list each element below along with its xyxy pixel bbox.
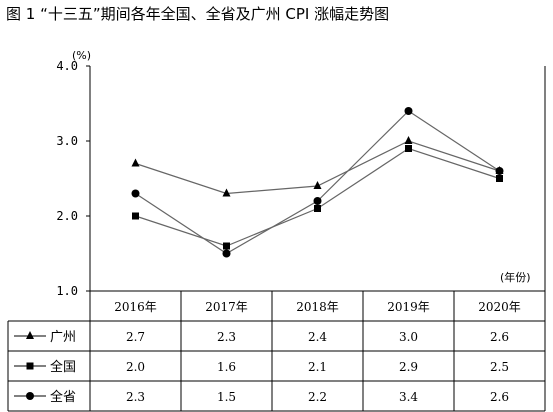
data-value-cell: 2.2 <box>308 390 327 404</box>
data-value-cell: 3.4 <box>399 390 418 404</box>
data-point-square <box>132 212 139 220</box>
legend-marker-square <box>26 362 34 370</box>
legend-label: 全省 <box>50 389 76 405</box>
data-point-circle <box>495 167 504 175</box>
data-point-triangle <box>313 181 322 189</box>
y-tick-label: 2.0 <box>56 209 78 223</box>
data-value-cell: 1.6 <box>217 360 236 374</box>
data-point-circle <box>313 197 322 205</box>
data-value-cell: 3.0 <box>399 330 418 344</box>
data-value-cell: 1.5 <box>217 390 236 404</box>
data-point-circle <box>404 107 413 115</box>
data-value-cell: 2.4 <box>308 330 327 344</box>
data-point-circle <box>131 189 140 198</box>
data-value-cell: 2.7 <box>126 330 145 344</box>
data-point-square <box>496 175 503 182</box>
data-value-cell: 2.1 <box>308 360 327 374</box>
data-point-triangle <box>131 158 140 167</box>
x-unit-label: (年份) <box>500 270 531 284</box>
data-value-cell: 2.3 <box>126 390 145 404</box>
y-tick-label: 3.0 <box>56 134 78 148</box>
legend-marker-triangle <box>26 331 34 339</box>
data-value-cell: 2.9 <box>399 360 418 374</box>
x-category-label: 2018年 <box>296 300 339 314</box>
x-category-label: 2020年 <box>478 300 521 314</box>
data-point-triangle <box>222 188 231 197</box>
data-value-cell: 2.5 <box>490 360 509 374</box>
y-tick-label: 4.0 <box>56 59 78 73</box>
data-point-triangle <box>404 136 413 144</box>
x-category-label: 2016年 <box>114 300 157 314</box>
data-value-cell: 2.0 <box>126 360 145 374</box>
data-point-square <box>223 242 230 250</box>
data-point-square <box>314 205 321 212</box>
y-unit-label: (%) <box>72 49 91 62</box>
data-point-square <box>405 145 412 152</box>
data-point-circle <box>222 249 231 258</box>
legend-marker-circle <box>26 392 34 400</box>
legend-label: 广州 <box>50 330 76 345</box>
y-tick-label: 1.0 <box>56 284 78 298</box>
chart-title: 图 1 “十三五”期间各年全国、全省及广州 CPI 涨幅走势图 <box>6 5 389 23</box>
data-value-cell: 2.6 <box>490 330 509 344</box>
x-category-label: 2019年 <box>387 300 430 314</box>
data-value-cell: 2.6 <box>490 390 509 404</box>
legend-label: 全国 <box>50 359 76 375</box>
data-value-cell: 2.3 <box>217 330 236 344</box>
x-category-label: 2017年 <box>205 300 248 314</box>
